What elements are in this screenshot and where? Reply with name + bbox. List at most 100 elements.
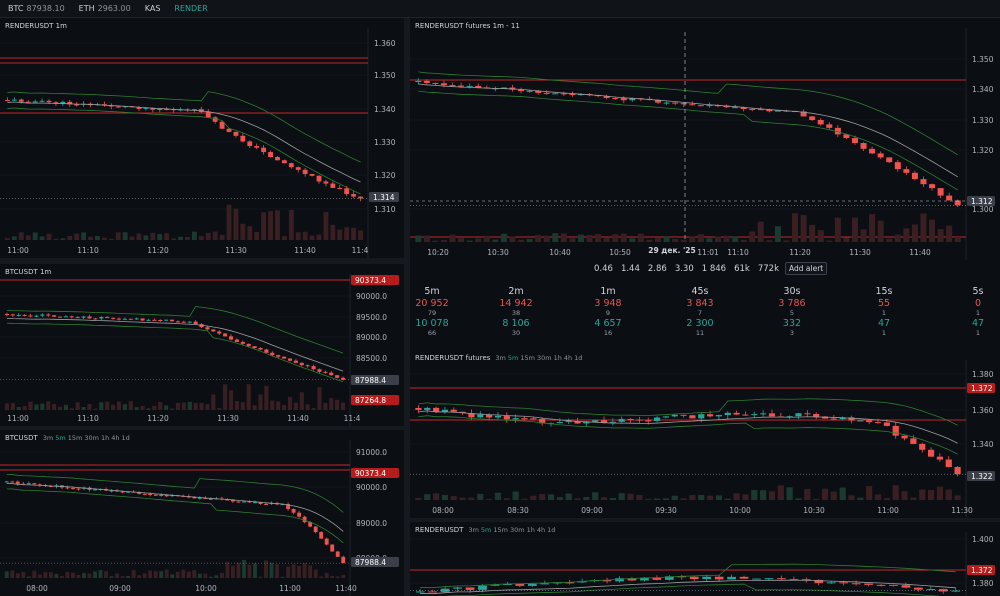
upper-band-line xyxy=(418,71,958,156)
volume-bar xyxy=(105,401,110,410)
candle xyxy=(876,583,886,587)
candle xyxy=(152,318,157,321)
volume-bar xyxy=(518,239,525,242)
candle xyxy=(574,417,581,425)
volume-buy_count: 1 xyxy=(881,329,887,337)
candle xyxy=(39,98,45,102)
candle xyxy=(291,508,296,515)
timeframe-3m[interactable]: 3m xyxy=(42,434,54,442)
timeframe-15m[interactable]: 15m xyxy=(520,354,535,362)
volume-bar xyxy=(258,576,263,578)
ticker-kas[interactable]: KAS xyxy=(144,4,161,13)
volume-bar xyxy=(440,240,447,242)
volume-bar xyxy=(689,236,696,242)
timeframe-30m[interactable]: 30m xyxy=(84,434,99,442)
chart-canvas[interactable]: 1.400 1.380 1.372 xyxy=(410,522,1000,596)
candle xyxy=(76,487,81,491)
candle xyxy=(198,106,204,114)
time-label: 11:20 xyxy=(147,246,169,255)
chart-panel-render[interactable]: 1.400 1.380 1.372 RENDERUSDT 3m 5m 15m 30m 1h 4h… xyxy=(410,522,1000,596)
volume-bar xyxy=(477,493,484,500)
add-alert-button[interactable]: Add alert xyxy=(785,262,828,275)
volume-bar xyxy=(288,209,294,240)
candle xyxy=(71,487,75,490)
volume-bar xyxy=(217,408,222,410)
chart-canvas[interactable]: 1.380 1.360 1.340 1.372 1.322 08:00 08:30 09:00… xyxy=(410,350,1000,518)
candle xyxy=(477,411,484,418)
chart-canvas[interactable]: 1.360 1.350 1.340 1.330 1.320 1.310 1.314 11:00… xyxy=(0,18,404,258)
candle xyxy=(901,435,908,441)
price-label: 90000.0 xyxy=(356,292,387,301)
volume-bar xyxy=(512,491,519,500)
timeframe-3m[interactable]: 3m xyxy=(495,354,506,362)
timeframe-5m[interactable]: 5m xyxy=(55,434,66,442)
candle xyxy=(11,97,17,102)
ticker-btc[interactable]: BTC 87938.10 xyxy=(8,4,65,13)
chart-panel-render-futures[interactable]: 1.380 1.360 1.340 1.372 1.322 08:00 08:30 09:00… xyxy=(410,350,1000,518)
timeframe-1h[interactable]: 1h xyxy=(553,354,562,362)
volume-bar xyxy=(330,224,336,240)
candle xyxy=(111,317,116,320)
panel-divider[interactable] xyxy=(410,518,1000,522)
volume-bar xyxy=(219,234,225,240)
candle xyxy=(450,407,457,412)
stat-value: 3.30 xyxy=(674,263,694,274)
volume-bar xyxy=(305,404,310,410)
timeframe-4h[interactable]: 4h xyxy=(563,354,573,362)
candle xyxy=(5,97,10,102)
volume-bar xyxy=(637,233,644,242)
timeframe-1d[interactable]: 1d xyxy=(547,526,556,534)
panel-divider[interactable] xyxy=(0,426,404,430)
candle xyxy=(777,575,786,581)
timeframe-5m[interactable]: 5m xyxy=(507,354,519,362)
volume-bar xyxy=(795,498,802,500)
time-label: 11:20 xyxy=(147,414,169,423)
candle xyxy=(146,318,151,321)
volume-bar xyxy=(543,235,550,242)
chart-canvas[interactable]: 91000.090000.089000.088000.090373.487988… xyxy=(0,430,404,596)
volume-bar xyxy=(275,564,279,578)
timeframe-1d[interactable]: 1d xyxy=(574,354,583,362)
candle xyxy=(795,412,802,420)
volume-bar xyxy=(441,494,449,500)
timeframe-4h[interactable]: 4h xyxy=(536,526,546,534)
candle xyxy=(264,348,269,354)
panel-divider[interactable] xyxy=(0,258,404,264)
timeframe-5m[interactable]: 5m xyxy=(480,526,492,534)
stat-value: 1.44 xyxy=(620,263,640,274)
candle xyxy=(323,179,329,187)
ticker-eth[interactable]: ETH 2963.00 xyxy=(78,4,131,13)
chart-canvas[interactable]: 90000.0 89500.0 89000.0 88500.0 90373.4 87988… xyxy=(0,264,404,426)
timeframe-30m[interactable]: 30m xyxy=(509,526,525,534)
timeframe-3m[interactable]: 3m xyxy=(468,526,479,534)
volume-bar xyxy=(459,497,466,500)
candle xyxy=(81,315,86,320)
candle xyxy=(415,589,425,594)
candle xyxy=(945,456,952,468)
volume-bar xyxy=(164,569,169,578)
chart-panel-render-futures-1m[interactable]: 1.350 1.340 1.330 1.320 1.300 1.312 10:20 10:30… xyxy=(410,18,1000,260)
timeframe-1d[interactable]: 1d xyxy=(121,434,130,442)
timeframe-30m[interactable]: 30m xyxy=(536,354,552,362)
volume-bar xyxy=(954,495,961,500)
panel-divider-vertical[interactable] xyxy=(404,18,410,596)
timeframe-4h[interactable]: 4h xyxy=(111,434,120,442)
chart-panel-btc-1m[interactable]: 90000.0 89500.0 89000.0 88500.0 90373.4 87988… xyxy=(0,264,404,426)
volume-buy_count: 11 xyxy=(695,329,705,337)
timeframe-1h[interactable]: 1h xyxy=(526,526,535,534)
candle xyxy=(59,485,64,490)
price-label: 1.330 xyxy=(374,138,396,147)
chart-panel-btc[interactable]: 91000.090000.089000.088000.090373.487988… xyxy=(0,430,404,596)
candle xyxy=(680,102,687,107)
candle xyxy=(814,579,824,586)
price-badge: 1.312 xyxy=(967,196,995,206)
timeframe-15m[interactable]: 15m xyxy=(67,434,83,442)
panel-title: RENDERUSDT futures 3m 5m 15m 30m 1h 4h 1d xyxy=(415,354,583,362)
candle xyxy=(335,375,340,379)
timeframe-1h[interactable]: 1h xyxy=(100,434,110,442)
chart-panel-render-1m[interactable]: 1.360 1.350 1.340 1.330 1.320 1.310 1.314 11:00… xyxy=(0,18,404,258)
ticker-render[interactable]: RENDER xyxy=(174,4,208,13)
timeframe-15m[interactable]: 15m xyxy=(493,526,508,534)
volume-sell: 3 843 xyxy=(686,298,714,309)
